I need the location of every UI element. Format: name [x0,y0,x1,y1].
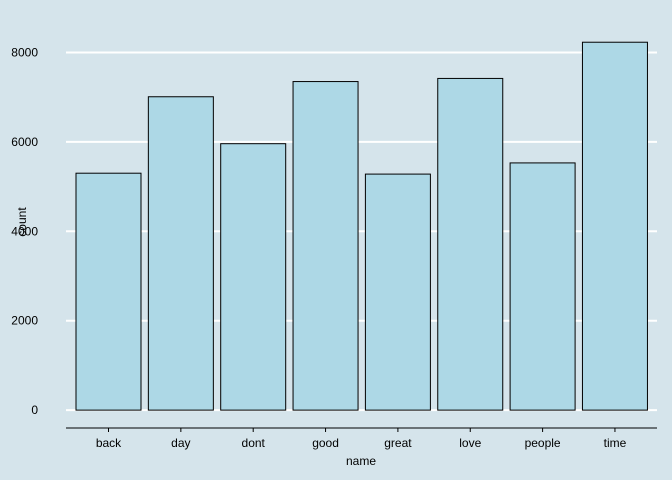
y-tick-labels: 0 2000 4000 6000 8000 [11,46,38,418]
x-tick-label-day: day [171,436,190,450]
y-axis-title: count [15,207,29,237]
bars [75,41,648,411]
y-tick-label: 0 [31,403,38,417]
bar-great [364,173,431,411]
y-tick-label: 4000 [11,224,38,238]
x-tick-label-time: time [604,436,627,450]
bar-back [75,172,142,411]
bar-time [581,41,648,411]
bar-day [147,96,214,411]
x-tick-label-love: love [459,436,481,450]
y-tick-label: 6000 [11,135,38,149]
bar-people [509,162,576,411]
bar-dont [220,143,287,411]
x-tick-label-great: great [384,436,412,450]
x-tick-label-good: good [312,436,339,450]
x-axis-title: name [346,454,376,468]
x-tick-label-dont: dont [242,436,266,450]
y-tick-label: 2000 [11,314,38,328]
x-tick-label-people: people [525,436,561,450]
y-tick-label: 8000 [11,46,38,60]
bar-love [437,77,504,411]
bar-good [292,81,359,411]
x-tick-label-back: back [96,436,122,450]
x-tick-labels: back day dont good great love people time [96,428,627,450]
